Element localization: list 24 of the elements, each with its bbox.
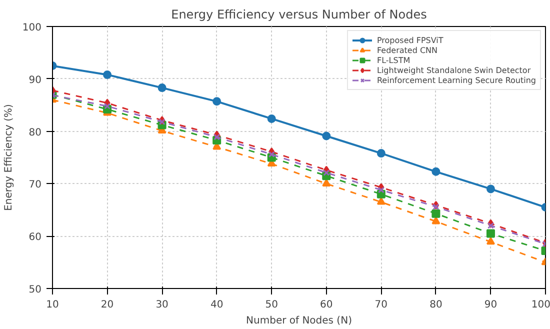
legend-label: FL-LSTM (376, 55, 410, 65)
legend-label: Reinforcement Learning Secure Routing (376, 75, 536, 85)
x-tick-label: 10 (46, 300, 59, 310)
y-axis-title: Energy Efficiency (%) (3, 104, 14, 211)
y-tick-label: 90 (28, 74, 42, 86)
y-tick-label: 100 (22, 22, 42, 34)
x-tick-label: 80 (430, 300, 442, 310)
legend-label: Lightweight Standalone Swin Detector (376, 65, 531, 75)
x-tick-label: 60 (320, 300, 333, 310)
legend-label: Proposed FPSViT (376, 35, 444, 45)
x-tick-label: 20 (100, 300, 114, 310)
y-tick-label: 80 (28, 127, 42, 138)
x-tick-label: 30 (156, 300, 168, 310)
x-tick-label: 50 (265, 300, 278, 310)
x-tick-label: 70 (374, 300, 388, 310)
x-tick-label: 40 (210, 300, 224, 310)
x-axis-title: Number of Nodes (N) (246, 316, 352, 326)
y-tick-label: 60 (28, 232, 42, 244)
x-tick-label: 90 (484, 300, 498, 310)
y-tick-label: 50 (28, 284, 42, 296)
x-tick-label: 100 (531, 300, 550, 310)
chart-title: Energy Efficiency versus Number of Nodes (171, 8, 427, 22)
y-tick-label: 70 (28, 180, 42, 191)
legend-label: Federated CNN (376, 45, 438, 55)
